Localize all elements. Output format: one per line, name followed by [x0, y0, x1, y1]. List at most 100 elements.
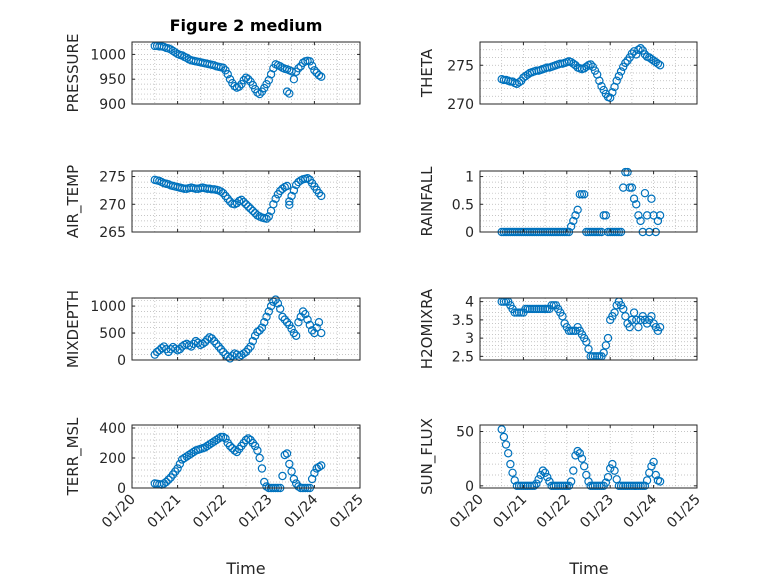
data-point [603, 472, 613, 482]
data-point [616, 67, 626, 76]
data-point [244, 345, 253, 354]
data-point [621, 481, 630, 491]
data-point [577, 454, 587, 463]
data-point [655, 211, 665, 220]
data-point [282, 449, 292, 458]
data-point [564, 481, 574, 491]
data-point [314, 188, 324, 198]
data-point [540, 304, 550, 314]
data-point [182, 53, 191, 63]
data-point [519, 481, 528, 491]
data-point [218, 432, 228, 442]
y-axis-label: MIXDEPTH [64, 290, 82, 368]
data-point [545, 477, 554, 486]
data-point [253, 446, 262, 455]
data-point [543, 472, 552, 482]
y-tick-label: 270 [447, 97, 474, 113]
data-point [209, 336, 219, 346]
data-point [285, 89, 294, 98]
data-point [621, 312, 630, 321]
data-point [239, 197, 248, 207]
data-point [510, 308, 519, 317]
data-point [521, 304, 530, 314]
data-point [314, 462, 324, 472]
y-tick-label: 3.5 [452, 313, 474, 329]
data-point [579, 190, 589, 199]
data-point [527, 304, 537, 314]
y-tick-label: 275 [99, 170, 126, 186]
data-point [223, 194, 232, 203]
data-point [276, 304, 285, 313]
data-point [547, 301, 556, 310]
data-point [540, 468, 550, 477]
data-point [287, 191, 296, 201]
y-axis-label: H2OMIXRA [418, 288, 436, 369]
data-point [218, 63, 228, 72]
data-point [556, 481, 565, 491]
y-tick-label: 3 [465, 331, 474, 347]
data-point [280, 315, 289, 324]
data-point [246, 204, 255, 213]
data-point [584, 477, 593, 486]
axes-panel: 265 270 275 AIR_TEMP [64, 165, 361, 241]
data-point [264, 307, 273, 316]
data-point [619, 304, 628, 314]
data-point [294, 64, 303, 73]
data-point [241, 347, 251, 357]
data-point [214, 342, 223, 351]
data-point [305, 57, 315, 66]
data-point [189, 447, 198, 457]
data-point [642, 211, 652, 220]
data-point [588, 481, 598, 491]
data-point [248, 206, 258, 216]
data-point [212, 339, 221, 349]
data-point [627, 49, 637, 58]
data-point [558, 481, 567, 491]
y-tick-label: 270 [99, 197, 126, 213]
axes-box [479, 424, 698, 489]
data-point [590, 481, 600, 491]
data-point [586, 60, 595, 69]
data-point [221, 191, 230, 201]
data-point [314, 318, 324, 327]
data-point [255, 89, 264, 99]
data-point [177, 51, 187, 60]
axes-box [131, 297, 361, 361]
y-axis-label: THETA [418, 48, 436, 98]
y-tick-label: 0 [117, 481, 126, 497]
data-point [307, 326, 317, 335]
data-point [282, 87, 292, 96]
data-point [647, 194, 656, 203]
data-point [499, 432, 509, 442]
data-point [200, 338, 210, 347]
data-point [276, 62, 285, 71]
data-point [558, 312, 567, 321]
data-point [619, 183, 628, 192]
y-axis-label: RAINFALL [418, 166, 436, 237]
data-point [551, 481, 561, 491]
data-point [573, 446, 582, 456]
data-point [216, 345, 226, 354]
data-point [175, 459, 185, 469]
data-point [636, 216, 645, 226]
data-point [627, 183, 637, 192]
data-point [640, 481, 650, 491]
y-axis-label: TERR_MSL [64, 417, 83, 496]
axes-panel: 900 950 1000 PRESSURE [64, 34, 361, 113]
data-point [534, 304, 543, 314]
data-point [564, 326, 574, 336]
data-point [266, 301, 276, 311]
data-point [627, 481, 637, 491]
data-point [601, 478, 611, 487]
data-point [260, 477, 269, 487]
data-point [216, 432, 226, 442]
data-point [514, 481, 524, 491]
data-point [198, 339, 207, 349]
data-point [287, 324, 296, 333]
data-point [157, 343, 166, 353]
data-point [255, 453, 264, 463]
data-point [510, 476, 519, 485]
data-point [547, 481, 556, 491]
